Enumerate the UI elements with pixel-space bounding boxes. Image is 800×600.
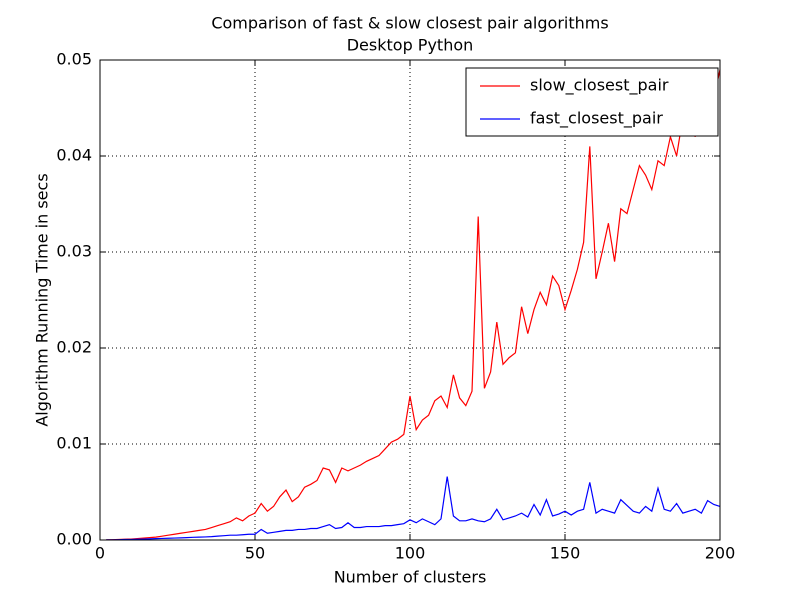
- x-tick-label: 0: [95, 544, 105, 563]
- x-tick-label: 150: [550, 544, 581, 563]
- series-line: [106, 69, 721, 541]
- x-tick-label: 50: [245, 544, 265, 563]
- chart-title: Comparison of fast & slow closest pair a…: [211, 14, 608, 33]
- plot-frame: [99, 59, 721, 541]
- y-tick-label: 0.05: [56, 50, 92, 69]
- y-tick-label: 0.01: [56, 434, 92, 453]
- y-axis-label: Algorithm Running Time in secs: [33, 173, 52, 426]
- y-tick-label: 0.04: [56, 146, 92, 165]
- x-tick-label: 100: [395, 544, 426, 563]
- y-tick-label: 0.02: [56, 338, 92, 357]
- legend-label: fast_closest_pair: [530, 109, 663, 129]
- y-tick-label: 0.03: [56, 242, 92, 261]
- y-tick-label: 0.00: [56, 530, 92, 549]
- legend-box: [465, 67, 719, 137]
- x-axis-label: Number of clusters: [334, 568, 487, 587]
- chart-subtitle: Desktop Python: [347, 36, 474, 55]
- x-tick-label: 200: [705, 544, 736, 563]
- legend-label: slow_closest_pair: [530, 76, 669, 96]
- series-line: [106, 476, 721, 541]
